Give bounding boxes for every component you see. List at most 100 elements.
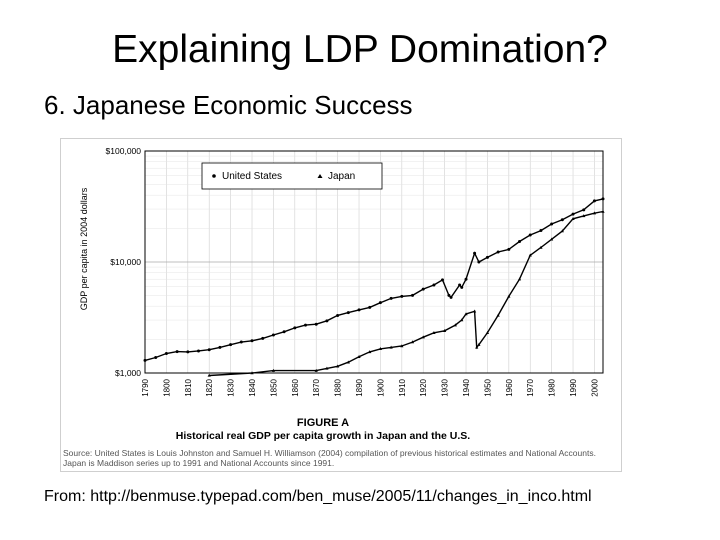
- data-point-united-states: [449, 295, 453, 299]
- legend-marker-japan: [317, 174, 323, 178]
- data-point-japan: [271, 368, 276, 372]
- slide-title: Explaining LDP Domination?: [112, 28, 608, 71]
- x-tick-label: 1980: [548, 378, 557, 396]
- chart-series: [143, 197, 605, 377]
- data-point-united-states: [143, 358, 147, 362]
- data-point-united-states: [528, 233, 532, 237]
- data-point-japan: [517, 277, 522, 281]
- data-point-united-states: [186, 350, 190, 354]
- data-point-united-states: [164, 351, 168, 355]
- x-tick-label: 1940: [462, 378, 471, 396]
- gdp-line-chart: 1790 1800 1810 1820 1830 1840 1850 1860 1870 1880…: [79, 146, 605, 442]
- data-point-united-states: [539, 229, 543, 233]
- x-tick-label: 1830: [227, 378, 236, 396]
- data-point-united-states: [239, 340, 243, 344]
- data-point-japan: [571, 217, 575, 221]
- chart-title: Historical real GDP per capita growth in…: [176, 430, 471, 442]
- y-tick-label: $100,000: [106, 146, 142, 156]
- data-point-japan: [410, 340, 415, 344]
- figure-label: FIGURE A: [297, 417, 349, 429]
- data-point-united-states: [293, 326, 297, 330]
- data-point-japan: [477, 342, 481, 346]
- x-tick-label: 1850: [269, 378, 278, 396]
- data-point-japan: [582, 214, 586, 218]
- x-tick-label: 1820: [205, 378, 214, 396]
- data-point-united-states: [314, 322, 318, 326]
- data-point-japan: [378, 347, 383, 351]
- x-tick-label: 1970: [526, 378, 535, 396]
- data-point-united-states: [346, 311, 350, 315]
- data-point-united-states: [518, 239, 522, 243]
- data-point-united-states: [496, 250, 500, 254]
- x-tick-label: 1840: [248, 378, 257, 396]
- x-tick-label: 1990: [569, 378, 578, 396]
- data-point-united-states: [378, 301, 382, 305]
- data-point-united-states: [601, 197, 605, 201]
- data-point-united-states: [207, 348, 211, 352]
- data-point-united-states: [592, 199, 596, 203]
- data-point-japan: [443, 328, 447, 332]
- data-point-united-states: [336, 313, 340, 317]
- x-tick-label: 1950: [483, 378, 492, 396]
- data-point-united-states: [464, 277, 468, 281]
- y-tick-label: $10,000: [110, 257, 141, 267]
- legend-label-united-states: United States: [222, 171, 282, 182]
- source-note-line-1: Source: United States is Louis Johnston …: [63, 448, 596, 458]
- x-tick-label: 1860: [291, 378, 300, 396]
- chart-legend: United States Japan: [201, 162, 383, 190]
- chart-axes: 1790 1800 1810 1820 1830 1840 1850 1860 1870 1880…: [106, 146, 604, 397]
- data-point-japan: [592, 211, 597, 215]
- data-point-japan: [485, 331, 490, 335]
- data-point-united-states: [389, 296, 393, 300]
- x-tick-label: 1930: [441, 378, 450, 396]
- data-point-united-states: [447, 293, 451, 297]
- data-point-japan: [421, 335, 425, 339]
- data-point-united-states: [325, 319, 329, 323]
- data-point-japan: [336, 364, 340, 368]
- data-point-japan: [389, 345, 393, 349]
- data-point-united-states: [485, 255, 489, 259]
- data-point-japan: [207, 373, 211, 377]
- data-point-united-states: [271, 333, 275, 337]
- data-point-united-states: [197, 349, 201, 353]
- x-tick-label: 1960: [505, 378, 514, 396]
- data-point-united-states: [357, 308, 361, 312]
- data-point-japan: [400, 344, 404, 348]
- y-axis-label: GDP per capita in 2004 dollars: [79, 187, 89, 310]
- data-point-united-states: [368, 305, 372, 309]
- data-point-united-states: [507, 247, 511, 251]
- data-point-united-states: [460, 285, 464, 289]
- plot-frame: [144, 150, 604, 374]
- data-point-japan: [460, 318, 464, 322]
- legend-marker-united-states: [212, 174, 216, 178]
- data-point-united-states: [154, 355, 158, 359]
- data-point-japan: [560, 229, 564, 233]
- data-point-united-states: [560, 218, 564, 222]
- data-point-united-states: [304, 323, 308, 327]
- legend-box: [201, 162, 383, 190]
- data-point-japan: [601, 209, 605, 213]
- data-point-united-states: [175, 350, 179, 354]
- data-point-japan: [528, 253, 532, 257]
- data-point-japan: [539, 245, 543, 249]
- x-tick-label: 1890: [355, 378, 364, 396]
- data-point-united-states: [411, 293, 415, 297]
- data-point-united-states: [229, 343, 233, 347]
- x-tick-label: 1920: [419, 378, 428, 396]
- data-point-united-states: [477, 260, 481, 264]
- legend-label-japan: Japan: [328, 171, 355, 182]
- data-point-japan: [368, 350, 372, 354]
- data-point-united-states: [440, 278, 444, 282]
- data-point-united-states: [261, 336, 265, 340]
- data-point-united-states: [282, 330, 286, 334]
- x-tick-label: 1910: [398, 378, 407, 396]
- series-line-united-states: [144, 198, 604, 362]
- data-point-japan: [432, 331, 436, 335]
- data-point-united-states: [400, 294, 404, 298]
- footer-source-url: From: http://benmuse.typepad.com/ben_mus…: [44, 488, 592, 505]
- data-point-japan: [472, 309, 477, 313]
- x-tick-label: 1880: [334, 378, 343, 396]
- slide-subtitle: 6. Japanese Economic Success: [44, 90, 413, 120]
- x-tick-label: 1900: [376, 378, 385, 396]
- data-point-united-states: [473, 251, 477, 255]
